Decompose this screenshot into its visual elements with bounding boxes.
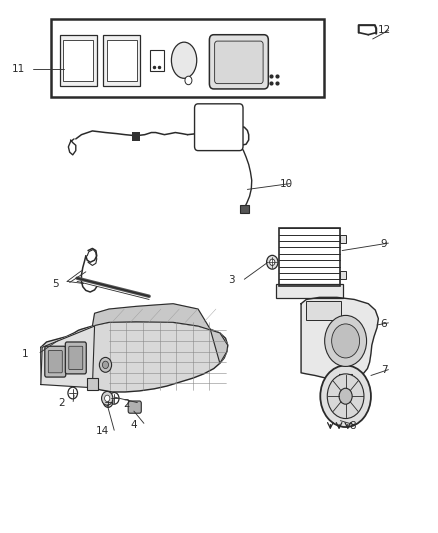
Circle shape xyxy=(320,366,371,427)
Bar xyxy=(279,228,340,286)
FancyBboxPatch shape xyxy=(69,346,83,369)
Circle shape xyxy=(105,395,110,401)
Bar xyxy=(87,378,98,390)
Text: 9: 9 xyxy=(381,239,387,249)
Bar xyxy=(240,205,249,213)
Polygon shape xyxy=(41,322,228,392)
FancyBboxPatch shape xyxy=(276,284,343,298)
Circle shape xyxy=(110,392,119,404)
Text: 6: 6 xyxy=(381,319,387,329)
Polygon shape xyxy=(41,326,95,387)
Circle shape xyxy=(327,374,364,418)
Bar xyxy=(340,235,346,243)
FancyBboxPatch shape xyxy=(215,41,263,84)
Polygon shape xyxy=(301,297,378,381)
Text: 12: 12 xyxy=(378,25,391,35)
Bar xyxy=(340,271,346,279)
Text: 3: 3 xyxy=(228,276,234,285)
FancyBboxPatch shape xyxy=(194,104,243,151)
Circle shape xyxy=(267,255,278,269)
FancyBboxPatch shape xyxy=(45,346,66,377)
Circle shape xyxy=(325,316,367,367)
Bar xyxy=(107,39,137,82)
Text: 4: 4 xyxy=(131,421,137,431)
FancyBboxPatch shape xyxy=(48,351,62,373)
Text: 14: 14 xyxy=(95,426,109,437)
Bar xyxy=(150,50,164,71)
Bar xyxy=(306,301,341,320)
Text: 2: 2 xyxy=(59,398,65,408)
FancyBboxPatch shape xyxy=(65,342,86,374)
Circle shape xyxy=(102,361,109,368)
Text: 8: 8 xyxy=(349,421,356,431)
Circle shape xyxy=(270,259,275,265)
Bar xyxy=(63,39,93,82)
Text: 5: 5 xyxy=(53,279,59,288)
Circle shape xyxy=(102,391,113,405)
Circle shape xyxy=(103,395,113,407)
Bar xyxy=(132,132,140,141)
Bar xyxy=(60,35,97,86)
Text: 1: 1 xyxy=(21,349,28,359)
Text: 11: 11 xyxy=(11,64,25,74)
Circle shape xyxy=(99,358,112,372)
Circle shape xyxy=(68,387,78,399)
Circle shape xyxy=(339,388,352,404)
Bar xyxy=(51,19,324,98)
Polygon shape xyxy=(92,304,228,364)
Circle shape xyxy=(332,324,360,358)
FancyBboxPatch shape xyxy=(209,35,268,89)
Text: 2: 2 xyxy=(123,399,130,409)
Circle shape xyxy=(185,76,192,85)
Ellipse shape xyxy=(171,42,197,78)
Text: 10: 10 xyxy=(280,179,293,189)
Bar xyxy=(103,35,141,86)
FancyBboxPatch shape xyxy=(128,401,141,413)
Text: 7: 7 xyxy=(381,365,387,375)
